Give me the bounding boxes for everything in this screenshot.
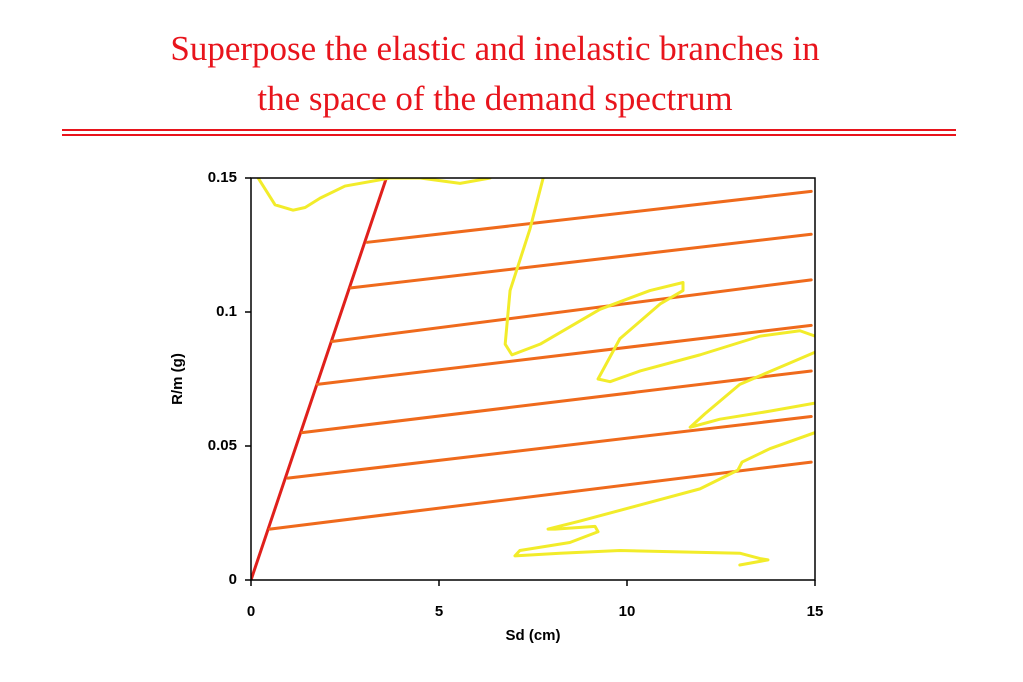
x-tick-label: 5 (435, 603, 443, 620)
plot-frame (250, 177, 816, 581)
series-line (365, 189, 813, 244)
series-line (300, 369, 813, 435)
series-line (251, 178, 388, 580)
series-line (330, 278, 813, 343)
y-axis-label: R/m (g) (169, 353, 186, 405)
title-line: Superpose the elastic and inelastic bran… (170, 29, 819, 68)
x-tick-label: 0 (247, 603, 255, 620)
y-tick-label: 0.1 (216, 303, 237, 320)
series-line (349, 232, 813, 290)
y-tick-label: 0.15 (208, 169, 237, 186)
y-tick-label: 0.05 (208, 437, 237, 454)
x-tick-label: 15 (807, 603, 824, 620)
x-tick-label: 10 (619, 603, 636, 620)
series-line (315, 323, 813, 386)
series-line (286, 415, 813, 480)
title-line: the space of the demand spectrum (257, 79, 732, 118)
series-line (256, 178, 815, 567)
x-axis-label: Sd (cm) (505, 627, 560, 644)
y-tick-label: 0 (229, 571, 237, 588)
plot-area (251, 178, 815, 580)
series-line (268, 460, 813, 531)
